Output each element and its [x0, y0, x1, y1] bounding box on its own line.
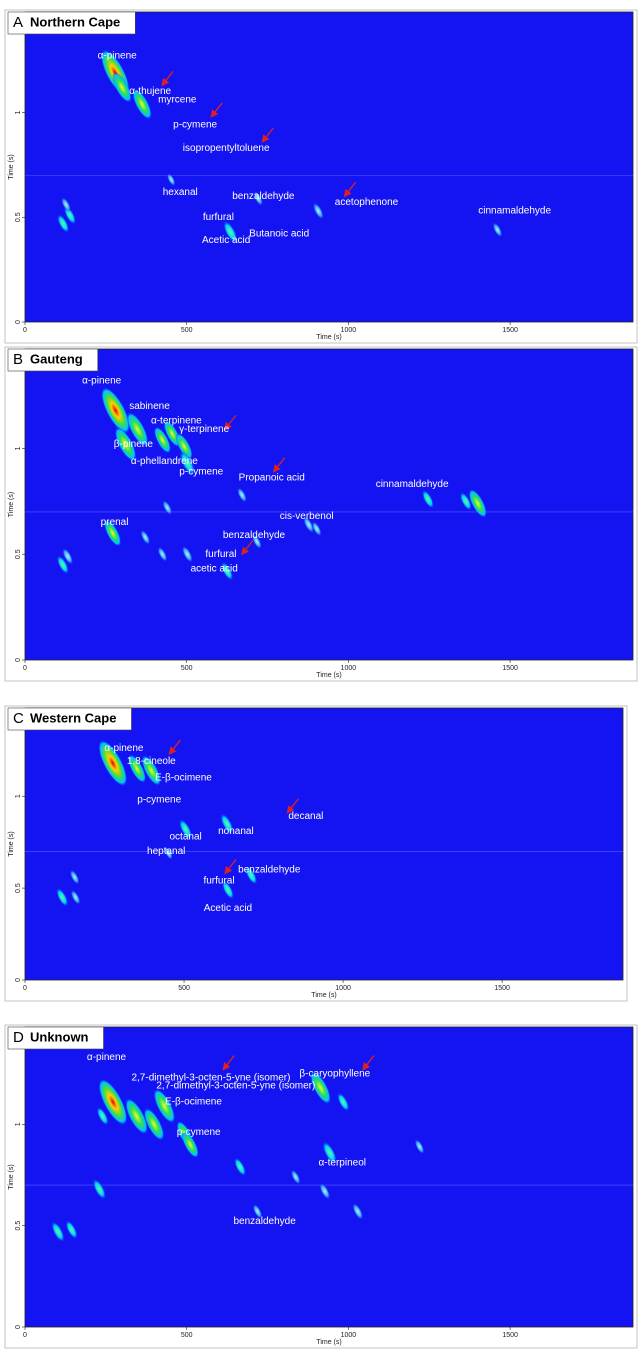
y-axis-label: Time (s) — [8, 492, 15, 517]
peak-label: sabinene — [129, 401, 170, 412]
y-tick-label: 1 — [15, 446, 22, 450]
x-tick-label: 500 — [181, 327, 193, 334]
peak-label: E-β-ocimene — [165, 1097, 222, 1108]
peak-label: furfural — [205, 549, 236, 560]
peak-label: Acetic acid — [202, 235, 250, 246]
peak-label: decanal — [288, 811, 323, 822]
x-tick-label: 0 — [23, 665, 27, 672]
y-tick-label: 1 — [15, 1122, 22, 1126]
peak-label: Propanoic acid — [239, 473, 305, 484]
peak-label: benzaldehyde — [234, 1216, 297, 1227]
y-tick-label: 0 — [15, 978, 22, 982]
peak-label: α-pinene — [98, 51, 138, 62]
peak-label: E-β-ocimene — [155, 772, 212, 783]
peak-label: p-cymene — [177, 1127, 221, 1138]
peak-label: 2,7-dimethyl-3-octen-5-yne (isomer) — [156, 1080, 315, 1091]
panel-letter: C — [13, 710, 24, 727]
peak-label: isopropentyltoluene — [183, 143, 270, 154]
peak-label: p-cymene — [179, 466, 223, 477]
panel-letter: D — [13, 1029, 24, 1046]
peak-label: α-terpineol — [319, 1157, 366, 1168]
peak-label: octanal — [170, 831, 202, 842]
y-axis-label: Time (s) — [8, 154, 15, 179]
peak-label: p-cymene — [137, 795, 181, 806]
x-tick-label: 0 — [23, 1332, 27, 1339]
peak-label: benzaldehyde — [232, 191, 295, 202]
peak-label: γ-terpinene — [179, 424, 229, 435]
peak-label: cinnamaldehyde — [376, 479, 449, 490]
x-axis-label: Time (s) — [311, 992, 336, 999]
peak-label: acetophenone — [335, 197, 399, 208]
peak-label: nonanal — [218, 826, 254, 837]
x-tick-label: 1500 — [494, 985, 510, 992]
x-tick-label: 1000 — [341, 665, 357, 672]
figure: 05001000150000.51Time (s)Time (s)α-pinen… — [0, 0, 641, 1360]
peak-label: myrcene — [158, 95, 197, 106]
x-tick-label: 500 — [178, 985, 190, 992]
peak-label: cinnamaldehyde — [478, 206, 551, 217]
panel-title: Unknown — [30, 1029, 89, 1044]
y-tick-label: 0.5 — [15, 883, 22, 893]
peak-label: α-phellandrene — [131, 456, 198, 467]
x-axis-label: Time (s) — [316, 334, 341, 341]
y-tick-label: 0 — [15, 320, 22, 324]
panel-letter: A — [13, 14, 23, 31]
peak-label: prenal — [101, 517, 129, 528]
x-tick-label: 1500 — [502, 1332, 518, 1339]
panel: 0 500 1000 1500 0 0.5 1 Time (s) Time (s) α-pinen… — [5, 347, 637, 681]
y-tick-label: 0.5 — [15, 1221, 22, 1231]
peak-label: Butanoic acid — [249, 229, 309, 240]
x-tick-label: 1500 — [502, 327, 518, 334]
panel-letter: B — [13, 351, 23, 368]
x-tick-label: 1000 — [341, 1332, 357, 1339]
x-tick-label: 1000 — [341, 327, 357, 334]
x-tick-label: 0 — [23, 985, 27, 992]
peak-label: acetic acid — [191, 564, 238, 575]
peak-label: α-pinene — [82, 375, 122, 386]
x-axis-label: Time (s) — [316, 672, 341, 679]
panel-title: Western Cape — [30, 710, 116, 725]
x-tick-label: 1000 — [335, 985, 351, 992]
panel-title: Northern Cape — [30, 14, 120, 29]
peak-label: heptanal — [147, 846, 185, 857]
y-tick-label: 1 — [15, 794, 22, 798]
panel: 0 500 1000 1500 0 0.5 1 Time (s) Time (s) α-pinen… — [5, 1025, 637, 1348]
peak-label: Acetic acid — [204, 903, 252, 914]
y-axis-label: Time (s) — [8, 1164, 15, 1189]
y-tick-label: 1 — [15, 110, 22, 114]
peak-label: hexanal — [163, 187, 198, 198]
y-tick-label: 0.5 — [15, 549, 22, 559]
x-tick-label: 0 — [23, 327, 27, 334]
panel-title: Gauteng — [30, 351, 83, 366]
peak-label: benzaldehyde — [238, 864, 301, 875]
peak-label: β-pinene — [114, 439, 154, 450]
peak-label: 1,8-cineole — [127, 756, 176, 767]
panel: 0 500 1000 1500 0 0.5 1 Time (s) Time (s) α-pinen… — [5, 706, 627, 1001]
peak-label: p-cymene — [173, 120, 217, 131]
peak-label: β-caryophyllene — [299, 1068, 370, 1079]
peak-label: benzaldehyde — [223, 530, 286, 541]
y-axis-label: Time (s) — [8, 831, 15, 856]
y-tick-label: 0 — [15, 1325, 22, 1329]
peak-label: α-pinene — [87, 1052, 127, 1063]
y-tick-label: 0.5 — [15, 212, 22, 222]
peak-label: α-pinene — [104, 743, 144, 754]
y-tick-label: 0 — [15, 658, 22, 662]
x-tick-label: 500 — [181, 1332, 193, 1339]
x-tick-label: 500 — [181, 665, 193, 672]
panel: 0 500 1000 1500 0 0.5 1 Time (s) Time (s) α-pinen… — [5, 10, 637, 343]
x-tick-label: 1500 — [502, 665, 518, 672]
peak-label: cis-verbenol — [280, 511, 334, 522]
peak-label: furfural — [203, 212, 234, 223]
peak-label: furfural — [203, 875, 234, 886]
x-axis-label: Time (s) — [316, 1339, 341, 1346]
